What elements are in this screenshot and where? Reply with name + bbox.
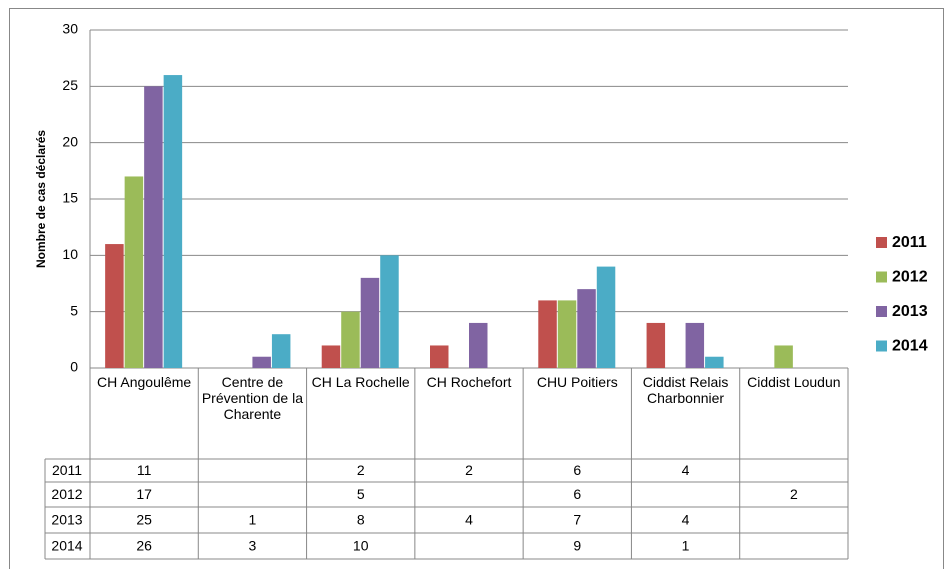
category-cell: CH Rochefort (426, 374, 512, 390)
table-value: 26 (136, 538, 152, 554)
table-value: 4 (682, 462, 690, 478)
table-value: 2 (465, 462, 473, 478)
table-value: 10 (353, 538, 369, 554)
bar (163, 75, 183, 369)
table-value: 2 (357, 462, 365, 478)
table-value: 3 (249, 538, 257, 554)
bar (380, 255, 399, 368)
x-tick-label: Ciddist Relais Charbonnier (642, 374, 729, 406)
y-tick-label: 25 (62, 77, 78, 93)
bar (596, 266, 616, 368)
bar (430, 345, 449, 368)
table-value: 2 (790, 486, 798, 502)
legend-swatch (876, 237, 887, 248)
table-row-label: 2012 (51, 486, 82, 502)
bar (705, 356, 724, 368)
x-tick-label: CH La Rochelle (311, 374, 410, 390)
legend-swatch (876, 306, 887, 317)
bar (360, 277, 380, 368)
category-cell: Ciddist Relais Charbonnier (642, 374, 729, 406)
table-value: 1 (249, 512, 257, 528)
table-row-label: 2013 (51, 512, 82, 528)
table-value: 6 (573, 486, 581, 502)
x-tick-label: Ciddist Loudun (747, 374, 841, 390)
y-tick-label: 20 (62, 133, 78, 149)
x-tick-label: Centre de Prévention de la Charente (201, 374, 304, 422)
legend-label: 2013 (892, 303, 928, 320)
y-tick-label: 10 (62, 246, 78, 262)
bar (538, 300, 557, 368)
bar (144, 86, 163, 368)
y-tick-label: 0 (70, 359, 78, 375)
table-value: 4 (465, 512, 473, 528)
category-cell: CH La Rochelle (311, 374, 410, 390)
legend-swatch (876, 340, 887, 352)
table-value: 5 (357, 486, 365, 502)
legend-label: 2014 (892, 338, 928, 355)
y-tick-label: 15 (62, 190, 78, 206)
category-cell: CHU Poitiers (536, 374, 618, 390)
bar (685, 322, 705, 368)
table-value: 7 (573, 512, 581, 528)
y-tick-label: 5 (70, 302, 78, 318)
legend-label: 2011 (892, 234, 927, 251)
y-tick-label: 30 (62, 21, 78, 37)
bar (557, 300, 577, 368)
bar (105, 244, 124, 368)
y-axis-label: Nombre de cas déclarés (34, 130, 48, 268)
bar (271, 334, 291, 368)
table-value: 9 (573, 538, 581, 554)
table-value: 8 (357, 512, 365, 528)
x-tick-label: CH Angoulême (97, 374, 192, 390)
bar (341, 311, 360, 368)
category-cell: Centre de Prévention de la Charente (201, 374, 304, 422)
bar (321, 345, 341, 368)
category-cell: CH Angoulême (97, 374, 192, 390)
legend-swatch (876, 271, 887, 283)
table-value: 11 (137, 462, 152, 478)
x-tick-label: CHU Poitiers (536, 374, 618, 390)
bar (577, 289, 596, 368)
table-row-label: 2014 (51, 538, 82, 554)
category-cell: Ciddist Loudun (747, 374, 841, 390)
bar (469, 322, 488, 368)
bar (774, 345, 793, 368)
bar (124, 176, 144, 368)
table-value: 4 (682, 512, 690, 528)
bar (252, 356, 271, 368)
table-value: 1 (682, 538, 690, 554)
x-tick-label: CH Rochefort (426, 374, 512, 390)
table-row-label: 2011 (52, 462, 82, 478)
legend-label: 2012 (892, 269, 928, 286)
table-value: 17 (136, 486, 152, 502)
bar (646, 322, 666, 368)
table-value: 25 (136, 512, 152, 528)
table-value: 6 (573, 462, 581, 478)
